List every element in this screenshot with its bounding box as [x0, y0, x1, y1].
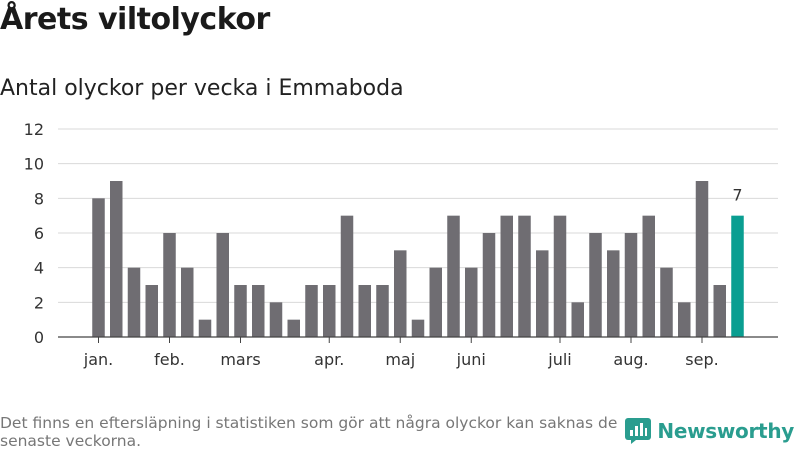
- bar: [642, 215, 655, 337]
- bar: [482, 233, 496, 337]
- bar: [305, 285, 318, 337]
- x-tick-label: apr.: [314, 350, 344, 369]
- bar: [92, 198, 105, 337]
- bar: [607, 250, 620, 337]
- x-tick-label: sep.: [685, 350, 718, 369]
- bar: [678, 302, 691, 337]
- bar: [660, 267, 673, 337]
- bar: [695, 181, 709, 337]
- bar: [394, 250, 407, 337]
- bar: [447, 215, 460, 337]
- bar: [127, 267, 141, 337]
- brand-name: Newsworthy: [657, 419, 794, 443]
- bar: [500, 215, 513, 337]
- x-tick-label: aug.: [613, 350, 648, 369]
- y-tick-label: 6: [34, 224, 44, 243]
- bar: [589, 233, 602, 337]
- x-tick-label: mars: [220, 350, 260, 369]
- bar: [216, 233, 229, 337]
- bar: [163, 233, 176, 337]
- y-tick-label: 8: [34, 189, 44, 208]
- y-tick-label: 4: [34, 259, 44, 278]
- bar: [287, 319, 300, 337]
- bar-chart: 0 2 4 6 8 10 12 7 jan. feb. mars apr. maj juni juli aug…: [24, 120, 778, 369]
- y-tick-label: 12: [24, 120, 44, 139]
- bar: [376, 285, 389, 337]
- bar: [429, 267, 442, 337]
- x-tick-label: juni: [456, 350, 486, 369]
- bar: [358, 285, 371, 337]
- footnote: Det finns en eftersläpning i statistiken…: [0, 414, 618, 450]
- x-tick-label: jan.: [83, 350, 113, 369]
- bar: [323, 285, 336, 337]
- bar: [536, 250, 549, 337]
- bar: [110, 181, 123, 337]
- bar: [181, 267, 194, 337]
- brand-logo[interactable]: Newsworthy: [625, 418, 794, 444]
- bar: [145, 285, 158, 337]
- bar: [411, 319, 425, 337]
- y-tick-label: 0: [34, 328, 44, 347]
- bar: [553, 215, 567, 337]
- bar: [252, 285, 265, 337]
- data-label: 7: [732, 186, 742, 205]
- bar: [269, 302, 283, 337]
- chart-subtitle: Antal olyckor per vecka i Emmaboda: [0, 76, 404, 101]
- y-tick-label: 10: [24, 155, 44, 174]
- bar-highlight: [731, 215, 744, 337]
- x-tick-label: juli: [547, 350, 571, 369]
- page-title: Årets viltolyckor: [0, 2, 270, 37]
- bar: [624, 233, 638, 337]
- bar: [518, 215, 531, 337]
- bar: [713, 285, 726, 337]
- bar: [340, 215, 354, 337]
- x-tick-label: maj: [385, 350, 415, 369]
- x-tick-label: feb.: [154, 350, 185, 369]
- bar: [198, 319, 212, 337]
- bar: [234, 285, 247, 337]
- newsworthy-logo-icon: [625, 418, 652, 444]
- bar: [465, 267, 478, 337]
- y-tick-label: 2: [34, 293, 44, 312]
- bar: [571, 302, 584, 337]
